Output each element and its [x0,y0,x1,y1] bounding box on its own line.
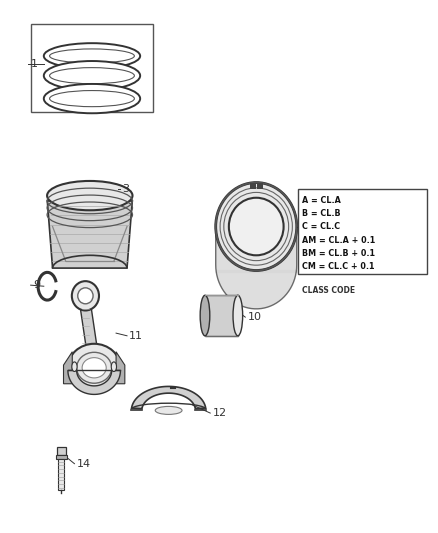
Ellipse shape [229,198,283,255]
Text: C = CL.C: C = CL.C [302,222,340,231]
Polygon shape [205,295,238,336]
Text: 1: 1 [31,59,38,69]
Ellipse shape [68,344,120,392]
Text: 12: 12 [212,408,226,418]
Polygon shape [58,459,64,490]
Text: 11: 11 [129,331,143,341]
Ellipse shape [78,288,93,304]
FancyBboxPatch shape [250,183,256,189]
Ellipse shape [215,182,297,271]
Text: 14: 14 [77,459,91,469]
Ellipse shape [224,192,289,261]
Ellipse shape [44,43,140,69]
Ellipse shape [49,68,134,84]
Polygon shape [56,455,67,459]
Ellipse shape [72,281,99,310]
Ellipse shape [155,406,182,415]
Ellipse shape [44,84,140,114]
Ellipse shape [49,91,134,107]
Polygon shape [47,201,132,268]
Ellipse shape [44,61,140,91]
Text: CM = CL.C + 0.1: CM = CL.C + 0.1 [302,262,375,271]
FancyBboxPatch shape [257,183,263,189]
Text: 10: 10 [247,312,261,322]
Polygon shape [116,352,125,384]
Text: AM = CL.A + 0.1: AM = CL.A + 0.1 [302,236,375,245]
Polygon shape [57,447,66,455]
Text: B = CL.B: B = CL.B [302,209,341,218]
Text: A = CL.A: A = CL.A [302,196,341,205]
Ellipse shape [49,49,134,63]
Ellipse shape [77,352,112,383]
Ellipse shape [72,362,77,372]
Polygon shape [80,307,99,357]
Polygon shape [64,352,72,384]
Text: 9: 9 [33,280,40,290]
Text: BM = CL.B + 0.1: BM = CL.B + 0.1 [302,249,375,258]
Ellipse shape [220,188,292,265]
Polygon shape [131,386,206,409]
Ellipse shape [233,295,243,336]
Text: CLASS CODE: CLASS CODE [302,286,355,295]
FancyBboxPatch shape [298,189,427,274]
Ellipse shape [82,358,106,378]
Polygon shape [215,227,297,309]
Ellipse shape [200,295,210,336]
Ellipse shape [47,181,132,211]
Text: 3: 3 [123,184,130,194]
FancyBboxPatch shape [31,24,153,112]
Polygon shape [68,370,120,394]
Ellipse shape [111,362,117,372]
